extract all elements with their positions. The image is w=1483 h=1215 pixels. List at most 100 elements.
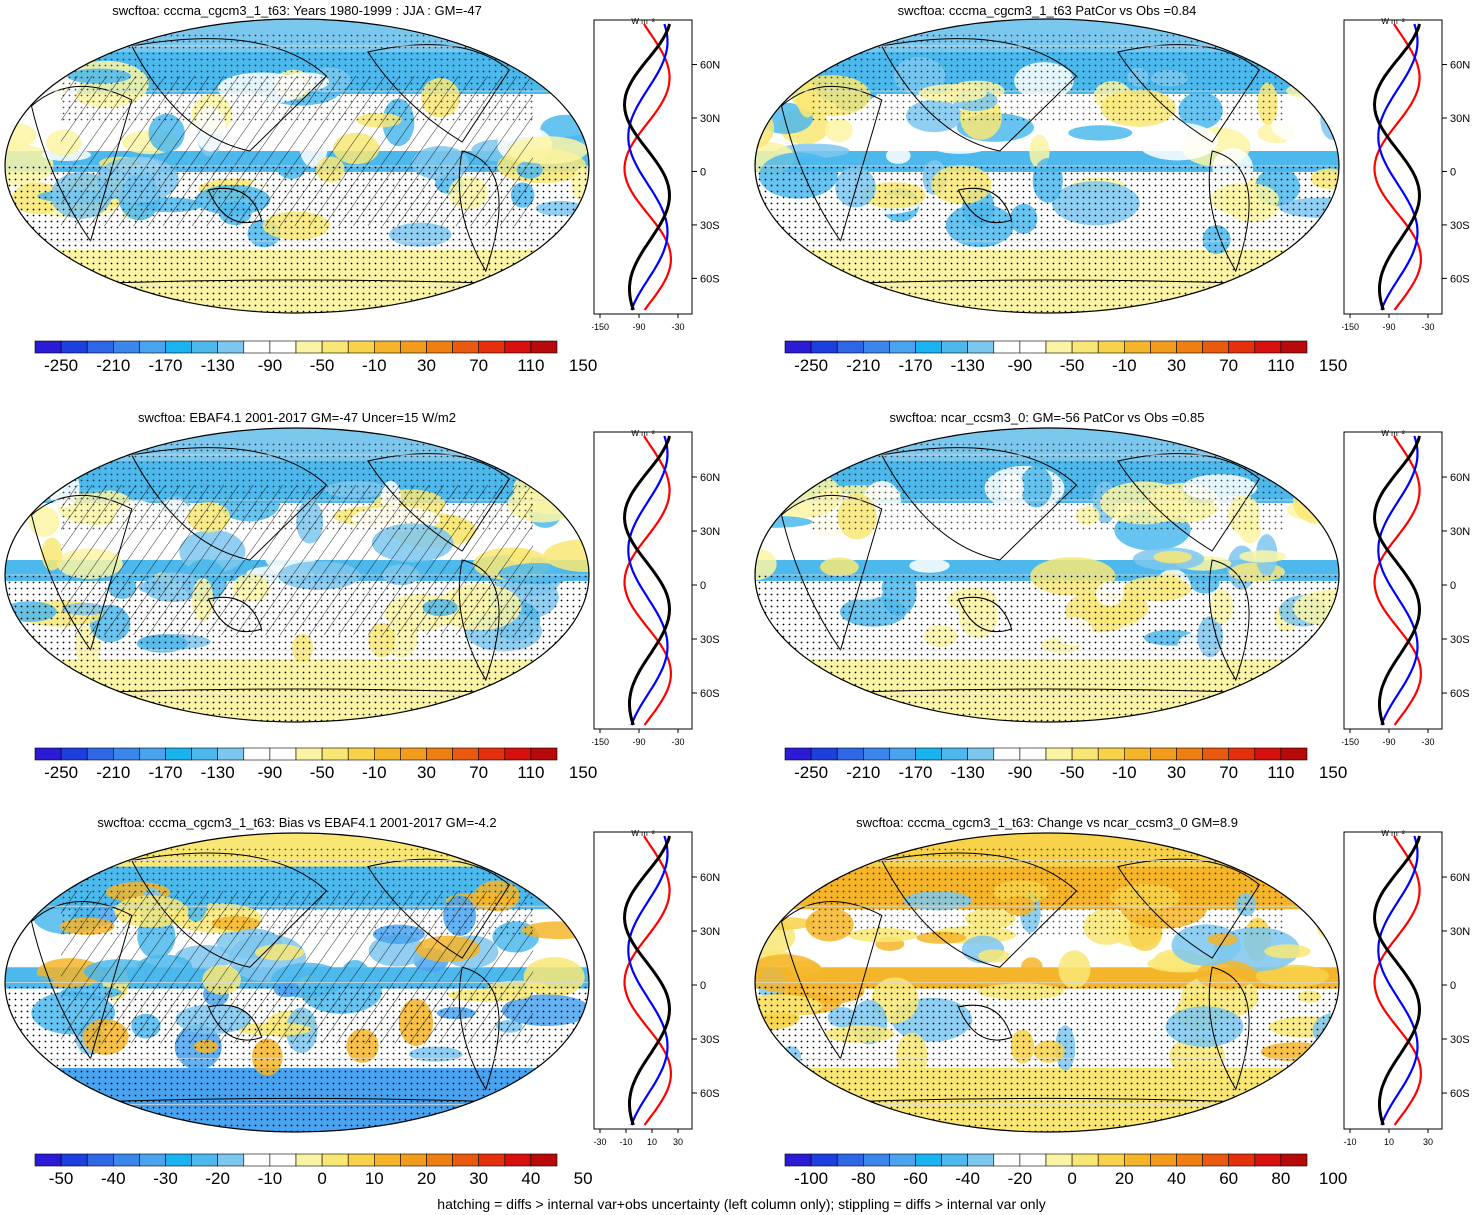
- colorbar-swatch: [1019, 747, 1047, 761]
- colorbar-swatch: [113, 747, 140, 761]
- colorbar-tick-label: -250: [794, 356, 829, 375]
- colorbar-swatch: [1254, 747, 1282, 761]
- zonal-mean-line: [627, 835, 669, 1126]
- colorbar-tick-label: -170: [148, 356, 183, 375]
- colorbar-swatch: [1254, 1153, 1282, 1167]
- world-map: [4, 832, 590, 1133]
- footer-note: hatching = diffs > internal var+obs unce…: [437, 1196, 1046, 1212]
- colorbar-swatch: [1228, 1153, 1256, 1167]
- zonal-mean-plot: W m⁻² 60N 30N 0 30S 60S -150 -90 -30: [1342, 18, 1470, 332]
- colorbar-swatch: [915, 747, 942, 761]
- colorbar-swatch: [452, 340, 480, 354]
- colorbar-swatch: [1097, 747, 1125, 761]
- colorbar-tick-label: -250: [44, 356, 79, 375]
- colorbar-swatch: [347, 1153, 375, 1167]
- colorbar-swatch: [1176, 1153, 1203, 1167]
- colorbar-tick-label: -10: [1112, 763, 1137, 782]
- latitude-tick-label: 30N: [700, 526, 720, 538]
- colorbar-swatch: [530, 747, 558, 761]
- colorbar-swatch: [86, 340, 114, 354]
- colorbar-swatch: [295, 340, 323, 354]
- latitude-tick-label: 0: [700, 580, 706, 592]
- x-tick-label: -30: [1421, 737, 1434, 747]
- colorbar-tick-label: -10: [1112, 356, 1137, 375]
- zonal-mean-plot: W m⁻² 60N 30N 0 30S 60S -30 -10 10 30: [593, 830, 720, 1147]
- colorbar-tick-label: -210: [846, 356, 881, 375]
- latitude-tick-label: 60N: [700, 472, 720, 484]
- colorbar-swatch: [34, 340, 62, 354]
- latitude-tick-label: 0: [700, 166, 706, 178]
- latitude-tick-label: 60S: [700, 273, 720, 285]
- colorbar-swatch: [1045, 747, 1073, 761]
- colorbar-tick-label: -130: [950, 763, 985, 782]
- colorbar-tick-label: -210: [96, 763, 131, 782]
- latitude-tick-label: 60N: [1450, 60, 1470, 72]
- colorbar-swatch: [452, 747, 480, 761]
- latitude-tick-label: 30N: [1450, 113, 1470, 125]
- colorbar: [34, 340, 558, 354]
- colorbar-swatch: [426, 1153, 453, 1167]
- colorbar-swatch: [784, 1153, 812, 1167]
- colorbar-tick-label: 10: [364, 1169, 384, 1188]
- latitude-tick-label: 0: [1450, 166, 1456, 178]
- colorbar-tick-label: 30: [417, 356, 436, 375]
- colorbar-swatch: [863, 747, 890, 761]
- colorbar-swatch: [967, 1153, 995, 1167]
- latitude-tick-label: 0: [1450, 980, 1456, 992]
- latitude-tick-label: 60N: [1450, 472, 1470, 484]
- x-tick-label: -150: [592, 322, 609, 332]
- zonal-mean-line: [1373, 835, 1423, 1126]
- zonal-mean-line: [627, 23, 669, 311]
- colorbar-swatch: [784, 340, 812, 354]
- world-map: [4, 18, 590, 314]
- colorbar-swatch: [993, 340, 1021, 354]
- colorbar-tick-label: -130: [200, 356, 235, 375]
- colorbar-swatch: [321, 747, 349, 761]
- latitude-tick-label: 30S: [1450, 220, 1470, 232]
- colorbar-swatch: [165, 1153, 192, 1167]
- latitude-tick-label: 60S: [1450, 273, 1470, 285]
- colorbar-swatch: [86, 747, 114, 761]
- colorbar-swatch: [836, 1153, 864, 1167]
- colorbar-swatch: [1280, 340, 1308, 354]
- colorbar-swatch: [889, 747, 916, 761]
- unit-label: W m⁻²: [1381, 430, 1405, 438]
- colorbar-swatch: [810, 1153, 838, 1167]
- colorbar-tick-label: -50: [1059, 763, 1085, 782]
- x-tick-label: 10: [1384, 1137, 1394, 1147]
- colorbar-swatch: [400, 340, 427, 354]
- x-tick-label: -150: [1342, 322, 1359, 332]
- zonal-mean-plot: W m⁻² 60N 30N 0 30S 60S -150 -90 -30: [592, 18, 720, 332]
- colorbar-swatch: [400, 747, 427, 761]
- colorbar-swatch: [1045, 340, 1073, 354]
- zonal-mean-line: [1377, 23, 1419, 311]
- colorbar-tick-label: -10: [362, 356, 387, 375]
- colorbar-swatch: [810, 747, 838, 761]
- zonal-mean-line: [1372, 835, 1422, 1126]
- colorbar-swatch: [321, 340, 349, 354]
- colorbar-swatch: [478, 747, 506, 761]
- colorbar-swatch: [139, 747, 166, 761]
- x-tick-label: -90: [632, 737, 645, 747]
- colorbar-swatch: [452, 1153, 480, 1167]
- colorbar-swatch: [1150, 747, 1177, 761]
- colorbar-tick-label: 110: [1267, 763, 1295, 782]
- colorbar-swatch: [1202, 1153, 1230, 1167]
- colorbar-tick-label: -60: [903, 1169, 928, 1188]
- colorbar-tick-label: -250: [44, 763, 79, 782]
- colorbar-swatch: [1176, 340, 1203, 354]
- x-tick-label: -150: [1342, 737, 1359, 747]
- latitude-tick-label: 30S: [1450, 634, 1470, 646]
- latitude-tick-label: 30S: [1450, 1034, 1470, 1046]
- zonal-mean-line: [1373, 435, 1423, 726]
- colorbar-tick-label: 110: [517, 763, 545, 782]
- colorbar-swatch: [504, 747, 532, 761]
- colorbar-tick-label: -100: [794, 1169, 829, 1188]
- colorbar-tick-label: 70: [1219, 763, 1239, 782]
- colorbar-tick-label: -90: [257, 763, 283, 782]
- zonal-mean-line: [627, 435, 669, 726]
- colorbar: [34, 1153, 558, 1167]
- zonal-mean-line: [623, 23, 673, 311]
- unit-label: W m⁻²: [1381, 18, 1405, 26]
- colorbar-swatch: [863, 340, 890, 354]
